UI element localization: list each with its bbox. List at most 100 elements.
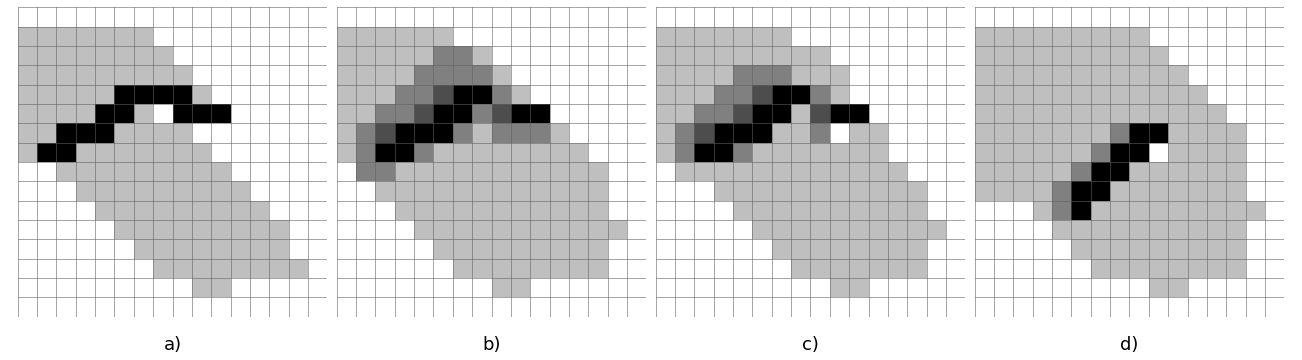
FancyBboxPatch shape bbox=[510, 201, 530, 220]
FancyBboxPatch shape bbox=[1168, 239, 1187, 259]
FancyBboxPatch shape bbox=[589, 104, 608, 123]
FancyBboxPatch shape bbox=[1187, 123, 1207, 143]
FancyBboxPatch shape bbox=[355, 85, 375, 104]
FancyBboxPatch shape bbox=[608, 123, 628, 143]
FancyBboxPatch shape bbox=[270, 104, 289, 123]
FancyBboxPatch shape bbox=[1226, 27, 1246, 46]
FancyBboxPatch shape bbox=[975, 65, 993, 85]
FancyBboxPatch shape bbox=[888, 259, 907, 278]
FancyBboxPatch shape bbox=[1130, 297, 1148, 317]
FancyBboxPatch shape bbox=[1187, 259, 1207, 278]
FancyBboxPatch shape bbox=[849, 7, 868, 27]
FancyBboxPatch shape bbox=[36, 143, 56, 162]
FancyBboxPatch shape bbox=[927, 278, 947, 297]
FancyBboxPatch shape bbox=[530, 239, 549, 259]
FancyBboxPatch shape bbox=[289, 27, 309, 46]
FancyBboxPatch shape bbox=[1052, 7, 1072, 27]
FancyBboxPatch shape bbox=[270, 27, 289, 46]
FancyBboxPatch shape bbox=[628, 297, 646, 317]
FancyBboxPatch shape bbox=[1111, 181, 1130, 201]
FancyBboxPatch shape bbox=[792, 7, 810, 27]
FancyBboxPatch shape bbox=[829, 7, 849, 27]
FancyBboxPatch shape bbox=[115, 46, 134, 65]
FancyBboxPatch shape bbox=[1013, 27, 1032, 46]
FancyBboxPatch shape bbox=[434, 7, 453, 27]
FancyBboxPatch shape bbox=[868, 85, 888, 104]
FancyBboxPatch shape bbox=[1013, 181, 1032, 201]
FancyBboxPatch shape bbox=[434, 259, 453, 278]
FancyBboxPatch shape bbox=[211, 65, 230, 85]
FancyBboxPatch shape bbox=[1266, 259, 1284, 278]
FancyBboxPatch shape bbox=[589, 7, 608, 27]
FancyBboxPatch shape bbox=[1266, 27, 1284, 46]
FancyBboxPatch shape bbox=[510, 297, 530, 317]
FancyBboxPatch shape bbox=[1013, 7, 1032, 27]
FancyBboxPatch shape bbox=[608, 259, 628, 278]
FancyBboxPatch shape bbox=[337, 46, 355, 65]
FancyBboxPatch shape bbox=[674, 297, 694, 317]
FancyBboxPatch shape bbox=[1052, 65, 1072, 85]
FancyBboxPatch shape bbox=[1091, 162, 1111, 181]
FancyBboxPatch shape bbox=[250, 278, 270, 297]
FancyBboxPatch shape bbox=[733, 7, 753, 27]
FancyBboxPatch shape bbox=[792, 162, 810, 181]
FancyBboxPatch shape bbox=[656, 143, 674, 162]
FancyBboxPatch shape bbox=[772, 201, 792, 220]
FancyBboxPatch shape bbox=[849, 201, 868, 220]
FancyBboxPatch shape bbox=[453, 123, 473, 143]
FancyBboxPatch shape bbox=[1013, 123, 1032, 143]
FancyBboxPatch shape bbox=[250, 65, 270, 85]
FancyBboxPatch shape bbox=[1130, 220, 1148, 239]
FancyBboxPatch shape bbox=[18, 123, 36, 143]
FancyBboxPatch shape bbox=[36, 27, 56, 46]
FancyBboxPatch shape bbox=[154, 46, 173, 65]
FancyBboxPatch shape bbox=[733, 278, 753, 297]
FancyBboxPatch shape bbox=[453, 27, 473, 46]
FancyBboxPatch shape bbox=[1226, 143, 1246, 162]
FancyBboxPatch shape bbox=[713, 104, 733, 123]
FancyBboxPatch shape bbox=[375, 239, 395, 259]
FancyBboxPatch shape bbox=[154, 85, 173, 104]
FancyBboxPatch shape bbox=[907, 7, 927, 27]
FancyBboxPatch shape bbox=[395, 65, 414, 85]
FancyBboxPatch shape bbox=[250, 259, 270, 278]
FancyBboxPatch shape bbox=[1091, 220, 1111, 239]
FancyBboxPatch shape bbox=[772, 7, 792, 27]
FancyBboxPatch shape bbox=[947, 143, 965, 162]
FancyBboxPatch shape bbox=[868, 297, 888, 317]
FancyBboxPatch shape bbox=[134, 239, 154, 259]
FancyBboxPatch shape bbox=[414, 181, 434, 201]
FancyBboxPatch shape bbox=[250, 85, 270, 104]
FancyBboxPatch shape bbox=[56, 239, 76, 259]
FancyBboxPatch shape bbox=[337, 297, 355, 317]
FancyBboxPatch shape bbox=[628, 143, 646, 162]
FancyBboxPatch shape bbox=[453, 297, 473, 317]
FancyBboxPatch shape bbox=[1187, 65, 1207, 85]
FancyBboxPatch shape bbox=[134, 27, 154, 46]
FancyBboxPatch shape bbox=[733, 104, 753, 123]
FancyBboxPatch shape bbox=[1207, 181, 1226, 201]
FancyBboxPatch shape bbox=[191, 7, 211, 27]
FancyBboxPatch shape bbox=[309, 297, 327, 317]
FancyBboxPatch shape bbox=[115, 27, 134, 46]
FancyBboxPatch shape bbox=[1013, 104, 1032, 123]
FancyBboxPatch shape bbox=[434, 143, 453, 162]
FancyBboxPatch shape bbox=[753, 104, 772, 123]
FancyBboxPatch shape bbox=[337, 181, 355, 201]
FancyBboxPatch shape bbox=[589, 220, 608, 239]
FancyBboxPatch shape bbox=[1130, 143, 1148, 162]
FancyBboxPatch shape bbox=[569, 46, 589, 65]
FancyBboxPatch shape bbox=[907, 278, 927, 297]
FancyBboxPatch shape bbox=[1032, 65, 1052, 85]
FancyBboxPatch shape bbox=[810, 239, 829, 259]
FancyBboxPatch shape bbox=[530, 181, 549, 201]
FancyBboxPatch shape bbox=[1130, 201, 1148, 220]
FancyBboxPatch shape bbox=[1013, 201, 1032, 220]
FancyBboxPatch shape bbox=[95, 65, 115, 85]
FancyBboxPatch shape bbox=[1148, 46, 1168, 65]
FancyBboxPatch shape bbox=[1091, 7, 1111, 27]
FancyBboxPatch shape bbox=[492, 27, 510, 46]
FancyBboxPatch shape bbox=[211, 143, 230, 162]
FancyBboxPatch shape bbox=[1226, 220, 1246, 239]
FancyBboxPatch shape bbox=[134, 46, 154, 65]
